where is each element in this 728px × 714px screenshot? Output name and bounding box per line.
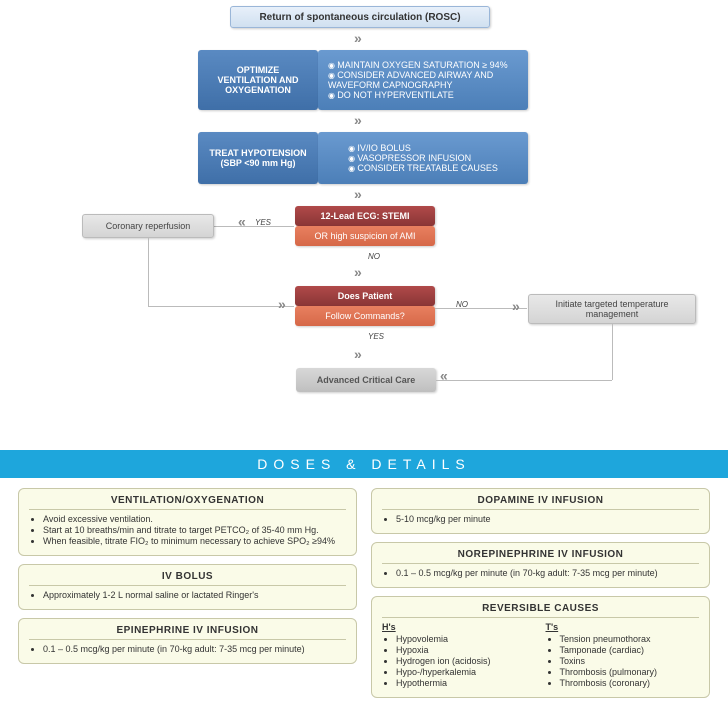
- node-optimize-list: MAINTAIN OXYGEN SATURATION ≥ 94% CONSIDE…: [318, 50, 528, 110]
- panel-ventilation: VENTILATION/OXYGENATION Avoid excessive …: [18, 488, 357, 556]
- connector: [612, 324, 613, 380]
- panel-item: 5-10 mcg/kg per minute: [396, 514, 699, 524]
- hypo-item: IV/IO BOLUS: [348, 143, 498, 153]
- doses-col-left: VENTILATION/OXYGENATION Avoid excessive …: [18, 488, 357, 698]
- edge-yes: YES: [368, 332, 384, 341]
- hypo-item: VASOPRESSOR INFUSION: [348, 153, 498, 163]
- rc-item: Tamponade (cardiac): [560, 645, 700, 655]
- rc-item: Thrombosis (coronary): [560, 678, 700, 688]
- node-follow-bot: Follow Commands?: [295, 306, 435, 326]
- panel-title: IV BOLUS: [29, 571, 346, 586]
- panel-item: Avoid excessive ventilation.: [43, 514, 346, 524]
- rc-item: Hypo-/hyperkalemia: [396, 667, 536, 677]
- arrow-icon: »: [354, 264, 362, 280]
- rc-item: Hydrogen ion (acidosis): [396, 656, 536, 666]
- panel-title: DOPAMINE IV INFUSION: [382, 495, 699, 510]
- panel-item: Approximately 1-2 L normal saline or lac…: [43, 590, 346, 600]
- arrow-left-icon: »: [440, 370, 448, 386]
- node-ecg-top: 12-Lead ECG: STEMI: [295, 206, 435, 226]
- panel-item: 0.1 – 0.5 mcg/kg per minute (in 70-kg ad…: [396, 568, 699, 578]
- arrow-icon: »: [354, 186, 362, 202]
- rc-t-title: T's: [546, 622, 700, 632]
- connector: [148, 238, 149, 306]
- flowchart-area: Return of spontaneous circulation (ROSC)…: [0, 0, 728, 450]
- node-ttm: Initiate targeted temperature management: [528, 294, 696, 324]
- panel-dopamine: DOPAMINE IV INFUSION 5-10 mcg/kg per min…: [371, 488, 710, 534]
- panel-title: REVERSIBLE CAUSES: [382, 603, 699, 618]
- rc-item: Thrombosis (pulmonary): [560, 667, 700, 677]
- node-acc: Advanced Critical Care: [296, 368, 436, 392]
- panel-item: When feasible, titrate FIO₂ to minimum n…: [43, 536, 346, 546]
- rc-h-title: H's: [382, 622, 536, 632]
- panel-norepi: NOREPINEPHRINE IV INFUSION 0.1 – 0.5 mcg…: [371, 542, 710, 588]
- panel-title: NOREPINEPHRINE IV INFUSION: [382, 549, 699, 564]
- connector: [214, 226, 294, 227]
- node-coronary: Coronary reperfusion: [82, 214, 214, 238]
- node-hypo-title: TREAT HYPOTENSION (SBP <90 mm Hg): [198, 132, 318, 184]
- opt-item: DO NOT HYPERVENTILATE: [328, 90, 518, 100]
- hypo-item: CONSIDER TREATABLE CAUSES: [348, 163, 498, 173]
- arrow-right-icon: »: [512, 298, 520, 314]
- node-optimize-title: OPTIMIZE VENTILATION AND OXYGENATION: [198, 50, 318, 110]
- opt-item: CONSIDER ADVANCED AIRWAY AND WAVEFORM CA…: [328, 70, 518, 90]
- node-hypo-list: IV/IO BOLUS VASOPRESSOR INFUSION CONSIDE…: [318, 132, 528, 184]
- panel-title: VENTILATION/OXYGENATION: [29, 495, 346, 510]
- panel-title: EPINEPHRINE IV INFUSION: [29, 625, 346, 640]
- rc-item: Hypoxia: [396, 645, 536, 655]
- node-ecg-bot: OR high suspicion of AMI: [295, 226, 435, 246]
- opt-item: MAINTAIN OXYGEN SATURATION ≥ 94%: [328, 60, 518, 70]
- arrow-icon: »: [354, 30, 362, 46]
- arrow-icon: »: [354, 112, 362, 128]
- rc-item: Hypothermia: [396, 678, 536, 688]
- panel-item: 0.1 – 0.5 mcg/kg per minute (in 70-kg ad…: [43, 644, 346, 654]
- panel-reversible: REVERSIBLE CAUSES H's Hypovolemia Hypoxi…: [371, 596, 710, 698]
- rc-item: Hypovolemia: [396, 634, 536, 644]
- doses-section: VENTILATION/OXYGENATION Avoid excessive …: [0, 478, 728, 708]
- panel-item: Start at 10 breaths/min and titrate to t…: [43, 525, 346, 535]
- panel-ivbolus: IV BOLUS Approximately 1-2 L normal sali…: [18, 564, 357, 610]
- arrow-left-icon: »: [238, 216, 246, 232]
- rc-item: Toxins: [560, 656, 700, 666]
- rc-t-col: T's Tension pneumothorax Tamponade (card…: [546, 622, 700, 689]
- doses-col-right: DOPAMINE IV INFUSION 5-10 mcg/kg per min…: [371, 488, 710, 698]
- node-follow-top: Does Patient: [295, 286, 435, 306]
- edge-no: NO: [368, 252, 380, 261]
- connector: [148, 306, 294, 307]
- rc-item: Tension pneumothorax: [560, 634, 700, 644]
- panel-epi: EPINEPHRINE IV INFUSION 0.1 – 0.5 mcg/kg…: [18, 618, 357, 664]
- node-rosc: Return of spontaneous circulation (ROSC): [230, 6, 490, 28]
- doses-header: DOSES & DETAILS: [0, 450, 728, 478]
- arrow-right-icon: »: [278, 296, 286, 312]
- arrow-icon: »: [354, 346, 362, 362]
- rc-h-col: H's Hypovolemia Hypoxia Hydrogen ion (ac…: [382, 622, 536, 689]
- connector: [436, 380, 612, 381]
